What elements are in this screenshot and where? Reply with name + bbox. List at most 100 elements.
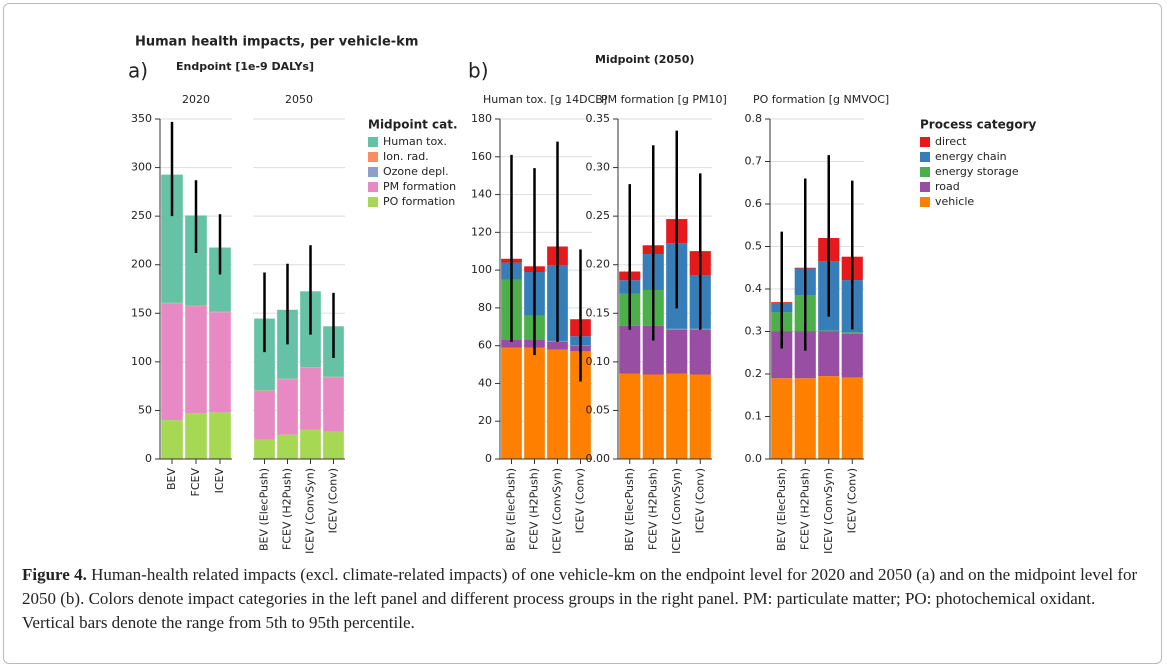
y-tick-label: 150 — [131, 306, 152, 319]
bar-segment — [300, 367, 321, 430]
bar-segment — [794, 331, 816, 379]
bar-segment — [794, 378, 816, 459]
y-tick-label: 0.1 — [745, 410, 763, 423]
bar-segment — [666, 328, 688, 330]
legend-swatch — [368, 167, 378, 177]
chart: Human health impacts, per vehicle-km a) … — [128, 35, 1037, 554]
x-tick-label: ICEV (Conv) — [574, 468, 587, 533]
y-tick-label: 0.2 — [745, 367, 763, 380]
y-tick-label: 40 — [478, 376, 492, 389]
figure-frame — [3, 3, 1162, 664]
x-tick-label: ICEV (Conv) — [693, 468, 706, 533]
bar-segment — [501, 340, 522, 348]
bar-segment — [818, 376, 840, 459]
y-tick-label: 0.25 — [586, 209, 611, 222]
bar-segment — [323, 431, 344, 459]
bar-segment — [547, 341, 568, 350]
chart-title: PM formation [g PM10] — [601, 93, 727, 106]
legend-label: road — [935, 180, 960, 193]
bar-segment — [619, 325, 641, 374]
bar-segment — [818, 331, 840, 377]
bar-segment — [277, 379, 298, 435]
bar-segment — [841, 332, 863, 334]
legend-title: Process category — [920, 118, 1037, 132]
caption: Figure 4. Human-health related impacts (… — [22, 563, 1147, 635]
bar-segment — [841, 333, 863, 378]
legend-label: Ozone depl. — [383, 165, 449, 178]
y-tick-label: 50 — [138, 403, 152, 416]
y-tick-label: 200 — [131, 258, 152, 271]
y-tick-label: 120 — [471, 225, 492, 238]
y-tick-label: 250 — [131, 209, 152, 222]
chart-title: 2020 — [182, 93, 210, 106]
x-tick-label: ICEV — [213, 468, 226, 494]
legend-swatch — [920, 182, 930, 192]
bar-segment — [501, 347, 522, 459]
x-tick-label: ICEV (Conv) — [327, 468, 340, 533]
y-tick-label: 0.6 — [745, 197, 763, 210]
chart-title: 2050 — [285, 93, 313, 106]
x-tick-label: ICEV (ConvSyn) — [822, 468, 835, 554]
x-tick-label: BEV (ElecPush) — [775, 468, 788, 551]
bar-segment — [547, 349, 568, 459]
bar-segment — [254, 318, 275, 391]
y-tick-label: 0.15 — [586, 306, 611, 319]
bar-segment — [666, 373, 688, 459]
bar-segment — [689, 374, 711, 459]
bar-segment — [185, 413, 207, 459]
bar-segment — [254, 391, 275, 440]
y-tick-label: 0 — [145, 452, 152, 465]
panel-title: Endpoint [1e-9 DALYs] — [176, 60, 314, 73]
y-tick-label: 0.10 — [586, 355, 611, 368]
x-tick-label: ICEV (Conv) — [845, 468, 858, 533]
y-tick-label: 0.00 — [586, 452, 611, 465]
bar-segment — [209, 247, 231, 312]
bar-segment — [818, 330, 840, 332]
y-tick-label: 0.30 — [586, 161, 611, 174]
bar-segment — [300, 429, 321, 459]
bar-segment — [771, 378, 793, 459]
figure-title: Human health impacts, per vehicle-km — [135, 35, 418, 50]
legend-swatch — [368, 137, 378, 147]
bar-segment — [161, 303, 183, 421]
y-tick-label: 140 — [471, 188, 492, 201]
x-tick-label: BEV (ElecPush) — [258, 468, 271, 551]
legend-swatch — [920, 152, 930, 162]
legend-label: PO formation — [383, 195, 455, 208]
legend-label: Ion. rad. — [383, 150, 429, 163]
y-tick-label: 180 — [471, 112, 492, 125]
legend-swatch — [368, 197, 378, 207]
bar-segment — [161, 420, 183, 459]
bar-segment — [185, 215, 207, 306]
legend-swatch — [920, 137, 930, 147]
bar-segment — [841, 377, 863, 459]
y-tick-label: 0.4 — [745, 282, 763, 295]
legend-label: energy chain — [935, 150, 1007, 163]
bar-segment — [666, 329, 688, 374]
panel-title: Midpoint (2050) — [595, 53, 694, 66]
bar-segment — [323, 377, 344, 432]
y-tick-label: 60 — [478, 339, 492, 352]
legend-label: PM formation — [383, 180, 456, 193]
y-tick-label: 0.8 — [745, 112, 763, 125]
legend-swatch — [368, 152, 378, 162]
y-tick-label: 0.7 — [745, 155, 763, 168]
bar-segment — [209, 312, 231, 413]
y-tick-label: 0.0 — [745, 452, 763, 465]
bar-segment — [277, 434, 298, 459]
y-tick-label: 0.05 — [586, 403, 611, 416]
bar-segment — [771, 331, 793, 379]
x-tick-label: BEV (ElecPush) — [505, 468, 518, 551]
y-tick-label: 350 — [131, 112, 152, 125]
legend-swatch — [920, 197, 930, 207]
bar-segment — [161, 174, 183, 303]
legend-swatch — [920, 167, 930, 177]
y-tick-label: 20 — [478, 414, 492, 427]
y-tick-label: 300 — [131, 161, 152, 174]
y-tick-label: 80 — [478, 301, 492, 314]
bar-segment — [570, 351, 591, 459]
x-tick-label: FCEV (H2Push) — [646, 468, 659, 550]
y-tick-label: 160 — [471, 150, 492, 163]
y-tick-label: 0.35 — [586, 112, 611, 125]
chart-title: Human tox. [g 14DCB] — [483, 93, 607, 106]
